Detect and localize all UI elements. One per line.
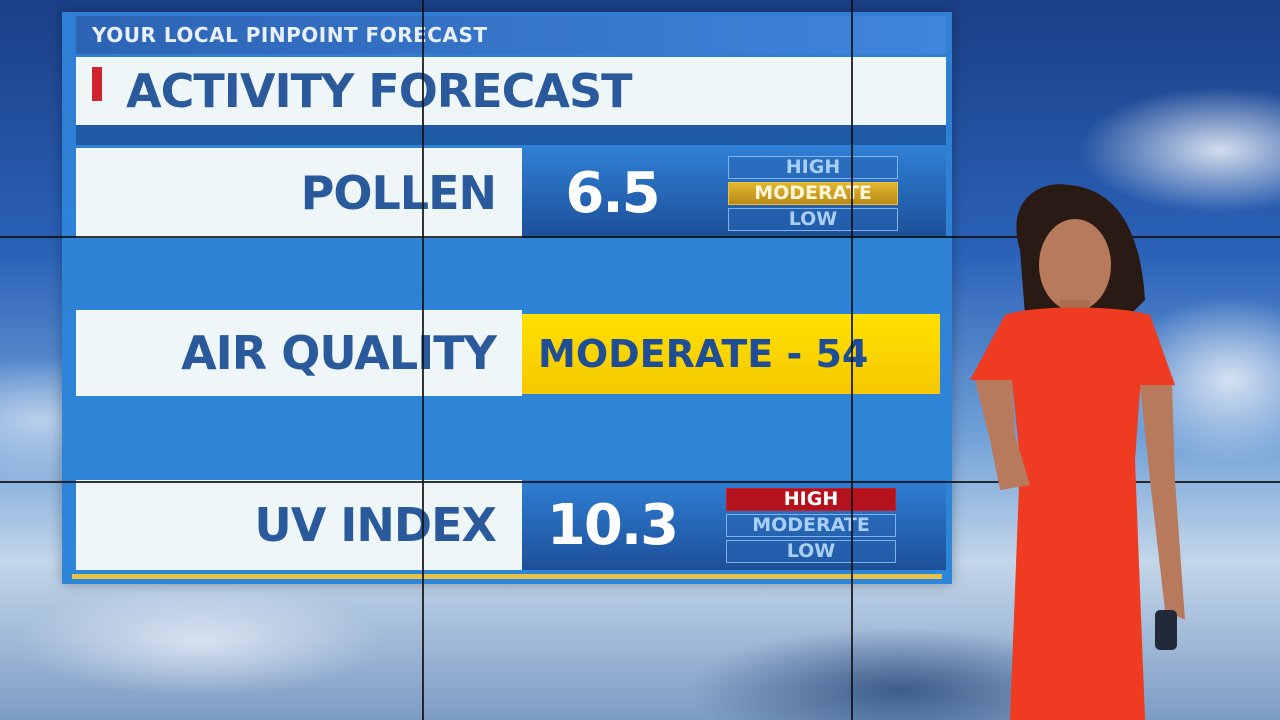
- presenter: [970, 184, 1185, 720]
- divider-strip: [76, 125, 946, 145]
- pollen-label: POLLEN: [76, 148, 522, 238]
- uv-index-label: UV INDEX: [76, 480, 522, 570]
- gold-underline: [72, 574, 942, 579]
- uv-level-moderate: MODERATE: [726, 514, 896, 537]
- air-quality-label: AIR QUALITY: [76, 310, 522, 396]
- uv-value-box: 10.3 HIGH MODERATE LOW: [522, 480, 946, 570]
- subtitle-bar: YOUR LOCAL PINPOINT FORECAST: [76, 16, 946, 54]
- title-bar: ACTIVITY FORECAST: [76, 57, 946, 125]
- uv-index-row: UV INDEX 10.3 HIGH MODERATE LOW: [76, 480, 946, 570]
- pollen-row: POLLEN 6.5 HIGH MODERATE LOW: [76, 148, 946, 238]
- pollen-scale: HIGH MODERATE LOW: [728, 156, 898, 234]
- uv-scale: HIGH MODERATE LOW: [726, 488, 896, 566]
- page-title: ACTIVITY FORECAST: [126, 64, 633, 118]
- red-accent-mark: [92, 67, 102, 101]
- pollen-level-moderate: MODERATE: [728, 182, 898, 205]
- video-wall-seam: [0, 236, 1280, 238]
- uv-level-low: LOW: [726, 540, 896, 563]
- air-quality-row: AIR QUALITY MODERATE - 54: [76, 310, 946, 396]
- pollen-level-low: LOW: [728, 208, 898, 231]
- pollen-value-box: 6.5 HIGH MODERATE LOW: [522, 148, 946, 238]
- video-wall-seam: [422, 0, 424, 720]
- video-wall-seam: [851, 0, 853, 720]
- uv-value: 10.3: [546, 492, 679, 558]
- pollen-level-high: HIGH: [728, 156, 898, 179]
- video-wall-seam: [0, 481, 1280, 483]
- pollen-value: 6.5: [565, 160, 660, 226]
- uv-level-high: HIGH: [726, 488, 896, 511]
- air-quality-value: MODERATE - 54: [522, 314, 940, 394]
- activity-forecast-panel: YOUR LOCAL PINPOINT FORECAST ACTIVITY FO…: [62, 12, 952, 584]
